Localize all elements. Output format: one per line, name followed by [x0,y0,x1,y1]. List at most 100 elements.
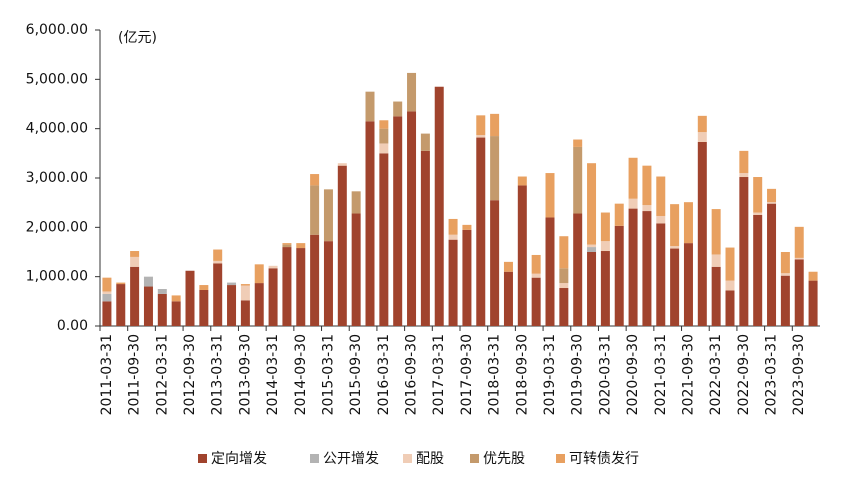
x-tick-label: 2020-09-30 [625,334,641,415]
bar-segment [379,143,389,154]
bar-segment [227,282,237,286]
bar-segment [559,268,569,284]
bar-segment [130,251,140,257]
bar-segment [725,247,735,281]
bar-segment [476,135,486,138]
x-tick-label: 2017-09-30 [459,334,475,415]
bar-segment [213,263,223,326]
bar-segment [240,285,250,301]
bar-segment [642,211,652,326]
bar-segment [351,213,361,326]
bar-segment [753,177,763,213]
bar-segment [545,217,555,326]
x-tick-label: 2018-09-30 [514,334,530,415]
bar-segment [600,212,610,242]
bar-segment [171,295,181,302]
x-tick-label: 2011-03-31 [99,334,115,415]
x-tick-label: 2019-03-31 [542,334,558,415]
bar-segment [462,224,472,230]
x-tick-label: 2014-09-30 [293,334,309,415]
x-tick-label: 2019-09-30 [570,334,586,415]
bar-segment [393,101,403,117]
bar-segment [642,205,652,212]
bar-segment [337,165,347,326]
bar-segment [490,200,500,326]
bar-segment [503,261,513,272]
x-tick-label: 2013-03-31 [210,334,226,415]
bar-segment [614,203,624,226]
bar-segment [711,254,721,267]
bar-segment [711,209,721,255]
bar-segment [130,266,140,326]
bar-segment [573,213,583,326]
legend-swatch [198,454,207,463]
bar-segment [310,185,320,235]
bar-segment [600,251,610,326]
bar-segment [794,257,804,260]
bar-segment [531,273,541,278]
bar-segment [296,248,306,326]
bar-segment [711,266,721,326]
bar-segment [254,283,264,326]
legend-label: 定向增发 [211,451,267,467]
legend-label: 公开增发 [323,451,379,467]
bar-segment [282,247,292,326]
bar-segment [767,188,777,203]
bar-segment [365,121,375,327]
bar-segment [310,174,320,186]
legend-swatch [470,454,479,463]
bar-segment [448,234,458,240]
bar-segment [587,252,597,326]
bar-segment [517,176,527,186]
x-tick-label: 2016-09-30 [404,334,420,415]
bar-segment [476,137,486,326]
x-tick-label: 2014-03-31 [265,334,281,415]
bar-segment [420,133,430,151]
x-tick-label: 2023-09-30 [791,334,807,415]
bar-segment [143,276,153,287]
bar-segment [697,132,707,142]
bar-segment [490,136,500,201]
bar-segment [199,285,209,290]
x-tick-label: 2012-03-31 [154,334,170,415]
y-tick-label: 0.00 [57,318,88,334]
legend-swatch [310,454,319,463]
legend-label: 优先股 [483,451,525,467]
y-tick-label: 5,000.00 [26,71,88,87]
bar-segment [600,241,610,252]
bar-segment [573,146,583,214]
bar-segment [725,280,735,291]
x-tick-label: 2022-03-31 [708,334,724,415]
bar-segment [683,243,693,326]
bar-segment [739,173,749,178]
bar-segment [531,277,541,326]
x-tick-label: 2020-03-31 [597,334,613,415]
bar-segment [670,246,680,249]
bar-segment [794,226,804,258]
bar-segment [393,116,403,326]
bar-segment [503,271,513,326]
bar-segment [490,113,500,137]
bar-segment [476,115,486,136]
bar-segment [379,128,389,144]
bar-segment [323,241,333,326]
bar-segment [767,202,777,204]
bar-segment [573,139,583,147]
bar-segment [240,284,250,286]
x-tick-label: 2021-03-31 [653,334,669,415]
bar-segment [323,189,333,242]
bar-segment [517,185,527,326]
bar-segment [531,254,541,274]
bar-segment [448,218,458,235]
y-tick-label: 3,000.00 [26,170,88,186]
x-tick-label: 2022-09-30 [736,334,752,415]
bar-segment [227,285,237,326]
unit-label: (亿元) [118,30,157,46]
bar-segment [296,243,306,249]
bar-segment [448,239,458,326]
bar-segment [656,176,666,216]
bar-segment [808,271,818,281]
bar-segment [407,111,417,327]
bar-segment [143,286,153,326]
